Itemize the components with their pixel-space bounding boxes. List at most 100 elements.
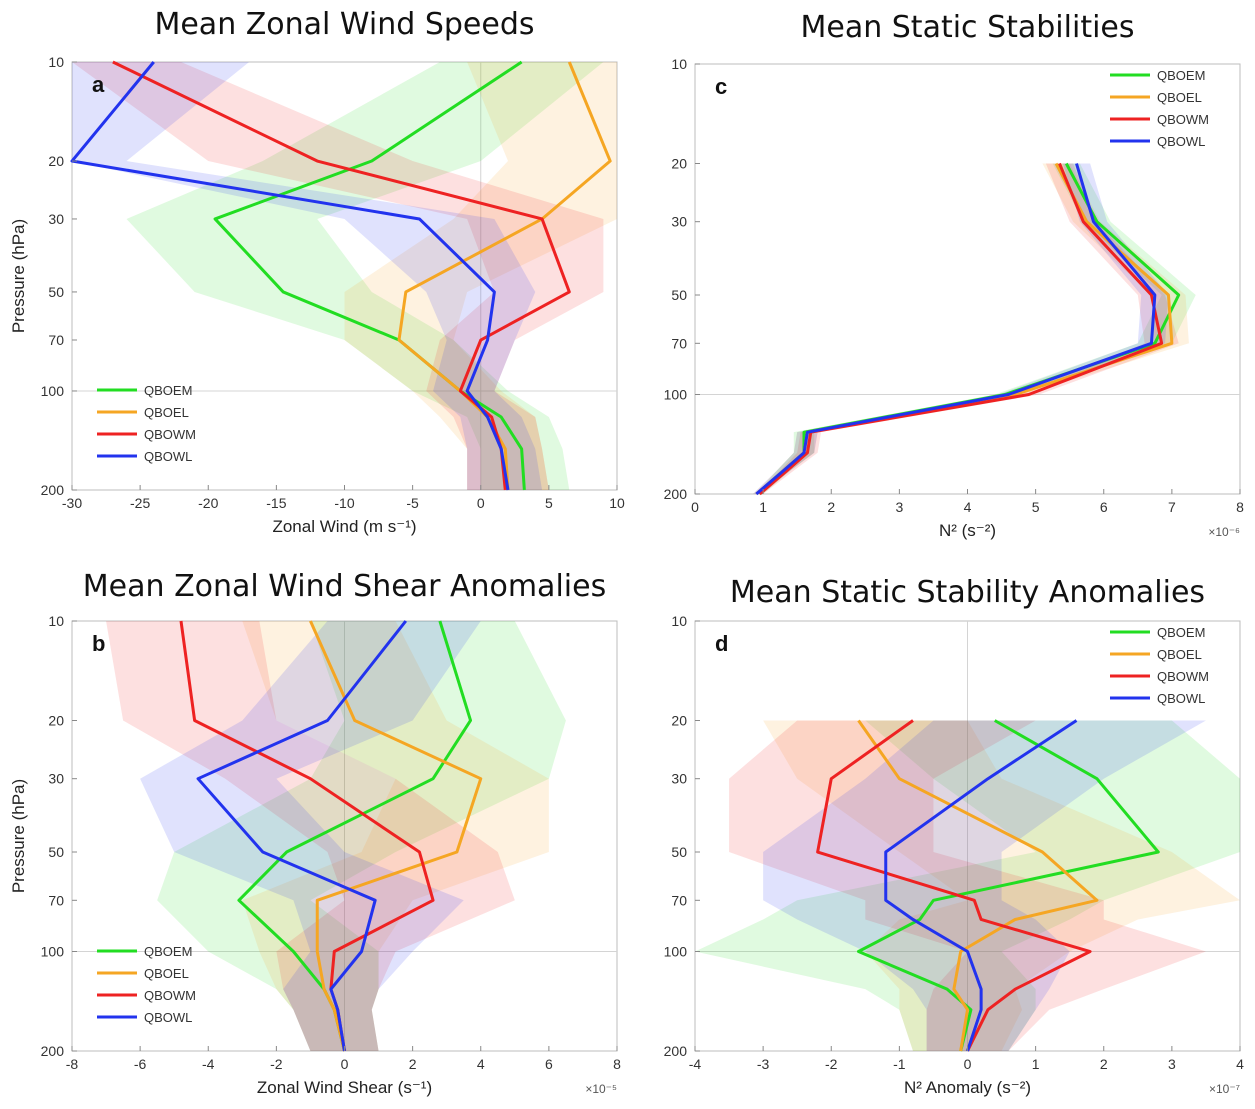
legend: QBOEM QBOEL QBOWM QBOWL <box>1110 625 1209 706</box>
panel-c: Mean Static Stabilities 0 1 2 3 4 5 6 7 8 10 20 30 50… <box>664 10 1244 540</box>
series-line-qbowl <box>755 163 1157 496</box>
x-tick-label: -20 <box>198 495 218 511</box>
y-tick-label: 30 <box>48 771 64 787</box>
y-tick-label: 10 <box>671 56 687 72</box>
legend: QBOEM QBOEL QBOWM QBOWL <box>97 944 196 1025</box>
y-tick-label: 70 <box>48 332 64 348</box>
legend-label: QBOWM <box>144 427 196 442</box>
panel-letter: d <box>715 631 728 656</box>
x-tick-label: 0 <box>964 1056 972 1072</box>
series-line-qboel <box>309 620 483 1052</box>
legend: QBOEM QBOEL QBOWM QBOWL <box>97 383 196 464</box>
band-qbowl <box>763 720 1206 1051</box>
y-tick-label: 30 <box>48 211 64 227</box>
plot-frame <box>71 61 618 491</box>
series-line-qbowm <box>758 162 1164 496</box>
x-tick-label: -25 <box>130 495 150 511</box>
panel-letter: c <box>715 74 727 99</box>
legend-label: QBOWL <box>144 1010 192 1025</box>
panel-a: Mean Zonal Wind Speeds -30 -25 -20 -15 -10 -5 0… <box>9 7 625 536</box>
x-tick-label: 5 <box>1032 499 1040 515</box>
x-axis-exponent: ×10⁻⁵ <box>585 1082 617 1096</box>
y-tick-label: 30 <box>671 214 687 230</box>
panel-d: Mean Static Stability Anomalies -4 -3 -2 -1 0… <box>664 575 1244 1097</box>
legend-label: QBOEL <box>144 405 189 420</box>
y-tick-label: 200 <box>664 1043 688 1059</box>
legend-label: QBOEM <box>1157 68 1205 83</box>
y-tick-label: 50 <box>48 844 64 860</box>
x-tick-label: -15 <box>266 495 286 511</box>
x-tick-label: -10 <box>334 495 354 511</box>
legend-label: QBOWL <box>1157 691 1205 706</box>
y-tick-label: 100 <box>41 383 65 399</box>
legend-label: QBOWM <box>1157 112 1209 127</box>
x-tick-label: -2 <box>270 1056 283 1072</box>
series-line-qbowl <box>70 61 510 491</box>
x-tick-label: 3 <box>895 499 903 515</box>
y-axis-label: Pressure (hPa) <box>9 779 28 893</box>
x-tick-label: -5 <box>406 495 419 511</box>
legend-label: QBOWL <box>144 449 192 464</box>
y-tick-label: 10 <box>48 54 64 70</box>
y-tick-label: 70 <box>48 892 64 908</box>
band-qboem <box>126 62 604 490</box>
y-tick-label: 50 <box>48 284 64 300</box>
x-tick-label: 6 <box>545 1056 553 1072</box>
x-tick-label: 3 <box>1168 1056 1176 1072</box>
y-tick-label: 10 <box>671 613 687 629</box>
x-tick-label: 6 <box>1100 499 1108 515</box>
chart-title: Mean Zonal Wind Shear Anomalies <box>83 569 606 604</box>
x-tick-label: -1 <box>893 1056 906 1072</box>
y-tick-label: 50 <box>671 287 687 303</box>
y-tick-label: 10 <box>48 613 64 629</box>
y-tick-label: 20 <box>48 712 64 728</box>
x-tick-label: 4 <box>477 1056 485 1072</box>
x-tick-label: 4 <box>964 499 972 515</box>
x-tick-label: 2 <box>409 1056 417 1072</box>
x-tick-label: 8 <box>613 1056 621 1072</box>
legend-label: QBOEL <box>1157 90 1202 105</box>
band-qboem <box>695 720 1240 1051</box>
legend-label: QBOWM <box>1157 669 1209 684</box>
x-tick-label: 4 <box>1236 1056 1244 1072</box>
x-tick-label: -8 <box>66 1056 79 1072</box>
y-tick-label: 200 <box>41 482 65 498</box>
y-tick-label: 20 <box>671 712 687 728</box>
x-axis-label: Zonal Wind Shear (s⁻¹) <box>257 1078 432 1097</box>
x-tick-label: 10 <box>609 495 625 511</box>
series-line-qbowl <box>884 719 1078 1052</box>
y-tick-label: 50 <box>671 844 687 860</box>
x-tick-label: 0 <box>341 1056 349 1072</box>
x-tick-label: -3 <box>757 1056 770 1072</box>
panel-b: Mean Zonal Wind Shear Anomalies -8 -6 -4 -2 0… <box>9 569 621 1097</box>
y-tick-label: 70 <box>671 335 687 351</box>
x-tick-label: 2 <box>1100 1056 1108 1072</box>
y-tick-label: 20 <box>671 155 687 171</box>
x-tick-label: 2 <box>827 499 835 515</box>
y-tick-label: 30 <box>671 771 687 787</box>
chart-title: Mean Static Stability Anomalies <box>730 575 1205 610</box>
legend-label: QBOWM <box>144 988 196 1003</box>
x-tick-label: 8 <box>1236 499 1244 515</box>
legend-label: QBOEL <box>1157 647 1202 662</box>
legend-label: QBOEM <box>1157 625 1205 640</box>
x-tick-label: 1 <box>759 499 767 515</box>
y-tick-label: 100 <box>664 387 688 403</box>
x-axis-label: N² (s⁻²) <box>939 521 996 540</box>
x-tick-label: 1 <box>1032 1056 1040 1072</box>
y-tick-label: 100 <box>41 944 65 960</box>
legend: QBOEM QBOEL QBOWM QBOWL <box>1110 68 1209 149</box>
band-qboel <box>344 62 617 490</box>
x-tick-label: -6 <box>134 1056 147 1072</box>
y-tick-label: 200 <box>664 486 688 502</box>
legend-label: QBOEM <box>144 383 192 398</box>
chart-title: Mean Static Stabilities <box>800 10 1134 45</box>
band-qbowl <box>140 621 481 1051</box>
x-tick-label: -30 <box>62 495 82 511</box>
legend-label: QBOEM <box>144 944 192 959</box>
x-tick-label: 0 <box>477 495 485 511</box>
x-axis-label: Zonal Wind (m s⁻¹) <box>272 517 416 536</box>
x-axis-label: N² Anomaly (s⁻²) <box>904 1078 1031 1097</box>
x-tick-label: 7 <box>1168 499 1176 515</box>
